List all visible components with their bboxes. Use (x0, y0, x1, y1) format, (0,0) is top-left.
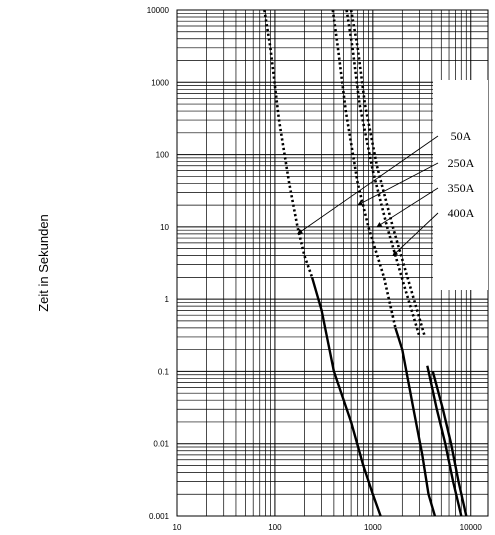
curve-50A-solid (310, 277, 382, 517)
legend-arrow-250A (357, 162, 439, 206)
curve-50A-dotted (263, 9, 314, 278)
legend-background (433, 80, 488, 290)
y-tick-label: 0.001 (149, 512, 170, 521)
legend-label-350A: 350A (448, 181, 475, 195)
y-tick-label: 10000 (147, 6, 170, 15)
y-tick-labels: 0.001 0.01 0.1 1 10 100 1000 10000 (147, 6, 170, 521)
y-tick-label: 1000 (151, 78, 169, 87)
curve-250A-dotted (331, 9, 397, 329)
legend-label-400A: 400A (448, 206, 475, 220)
legend-label-50A: 50A (451, 129, 472, 143)
curve-400A-dotted (349, 9, 427, 338)
x-tick-label: 10 (173, 523, 182, 532)
curve-350A-solid (426, 365, 463, 517)
curves-group (263, 9, 468, 517)
y-tick-label: 0.01 (153, 440, 169, 449)
x-tick-label: 10000 (460, 523, 483, 532)
legend-arrow-50A (297, 135, 439, 235)
curve-250A-solid (394, 327, 437, 517)
y-tick-label: 100 (156, 151, 170, 160)
y-tick-label: 10 (160, 223, 169, 232)
legend-arrow-350A (376, 187, 439, 228)
curve-400A-solid (431, 371, 468, 517)
legend-arrow-400A (392, 212, 439, 256)
y-axis-label: Zeit in Sekunden (36, 214, 51, 312)
x-tick-label: 1000 (364, 523, 382, 532)
legend-label-250A: 250A (448, 156, 475, 170)
x-tick-labels: 10 100 1000 10000 (173, 523, 483, 532)
y-tick-label: 0.1 (158, 367, 170, 376)
legend-box: 50A 250A 350A 400A (297, 80, 488, 290)
y-tick-label: 1 (165, 295, 170, 304)
x-tick-label: 100 (268, 523, 282, 532)
